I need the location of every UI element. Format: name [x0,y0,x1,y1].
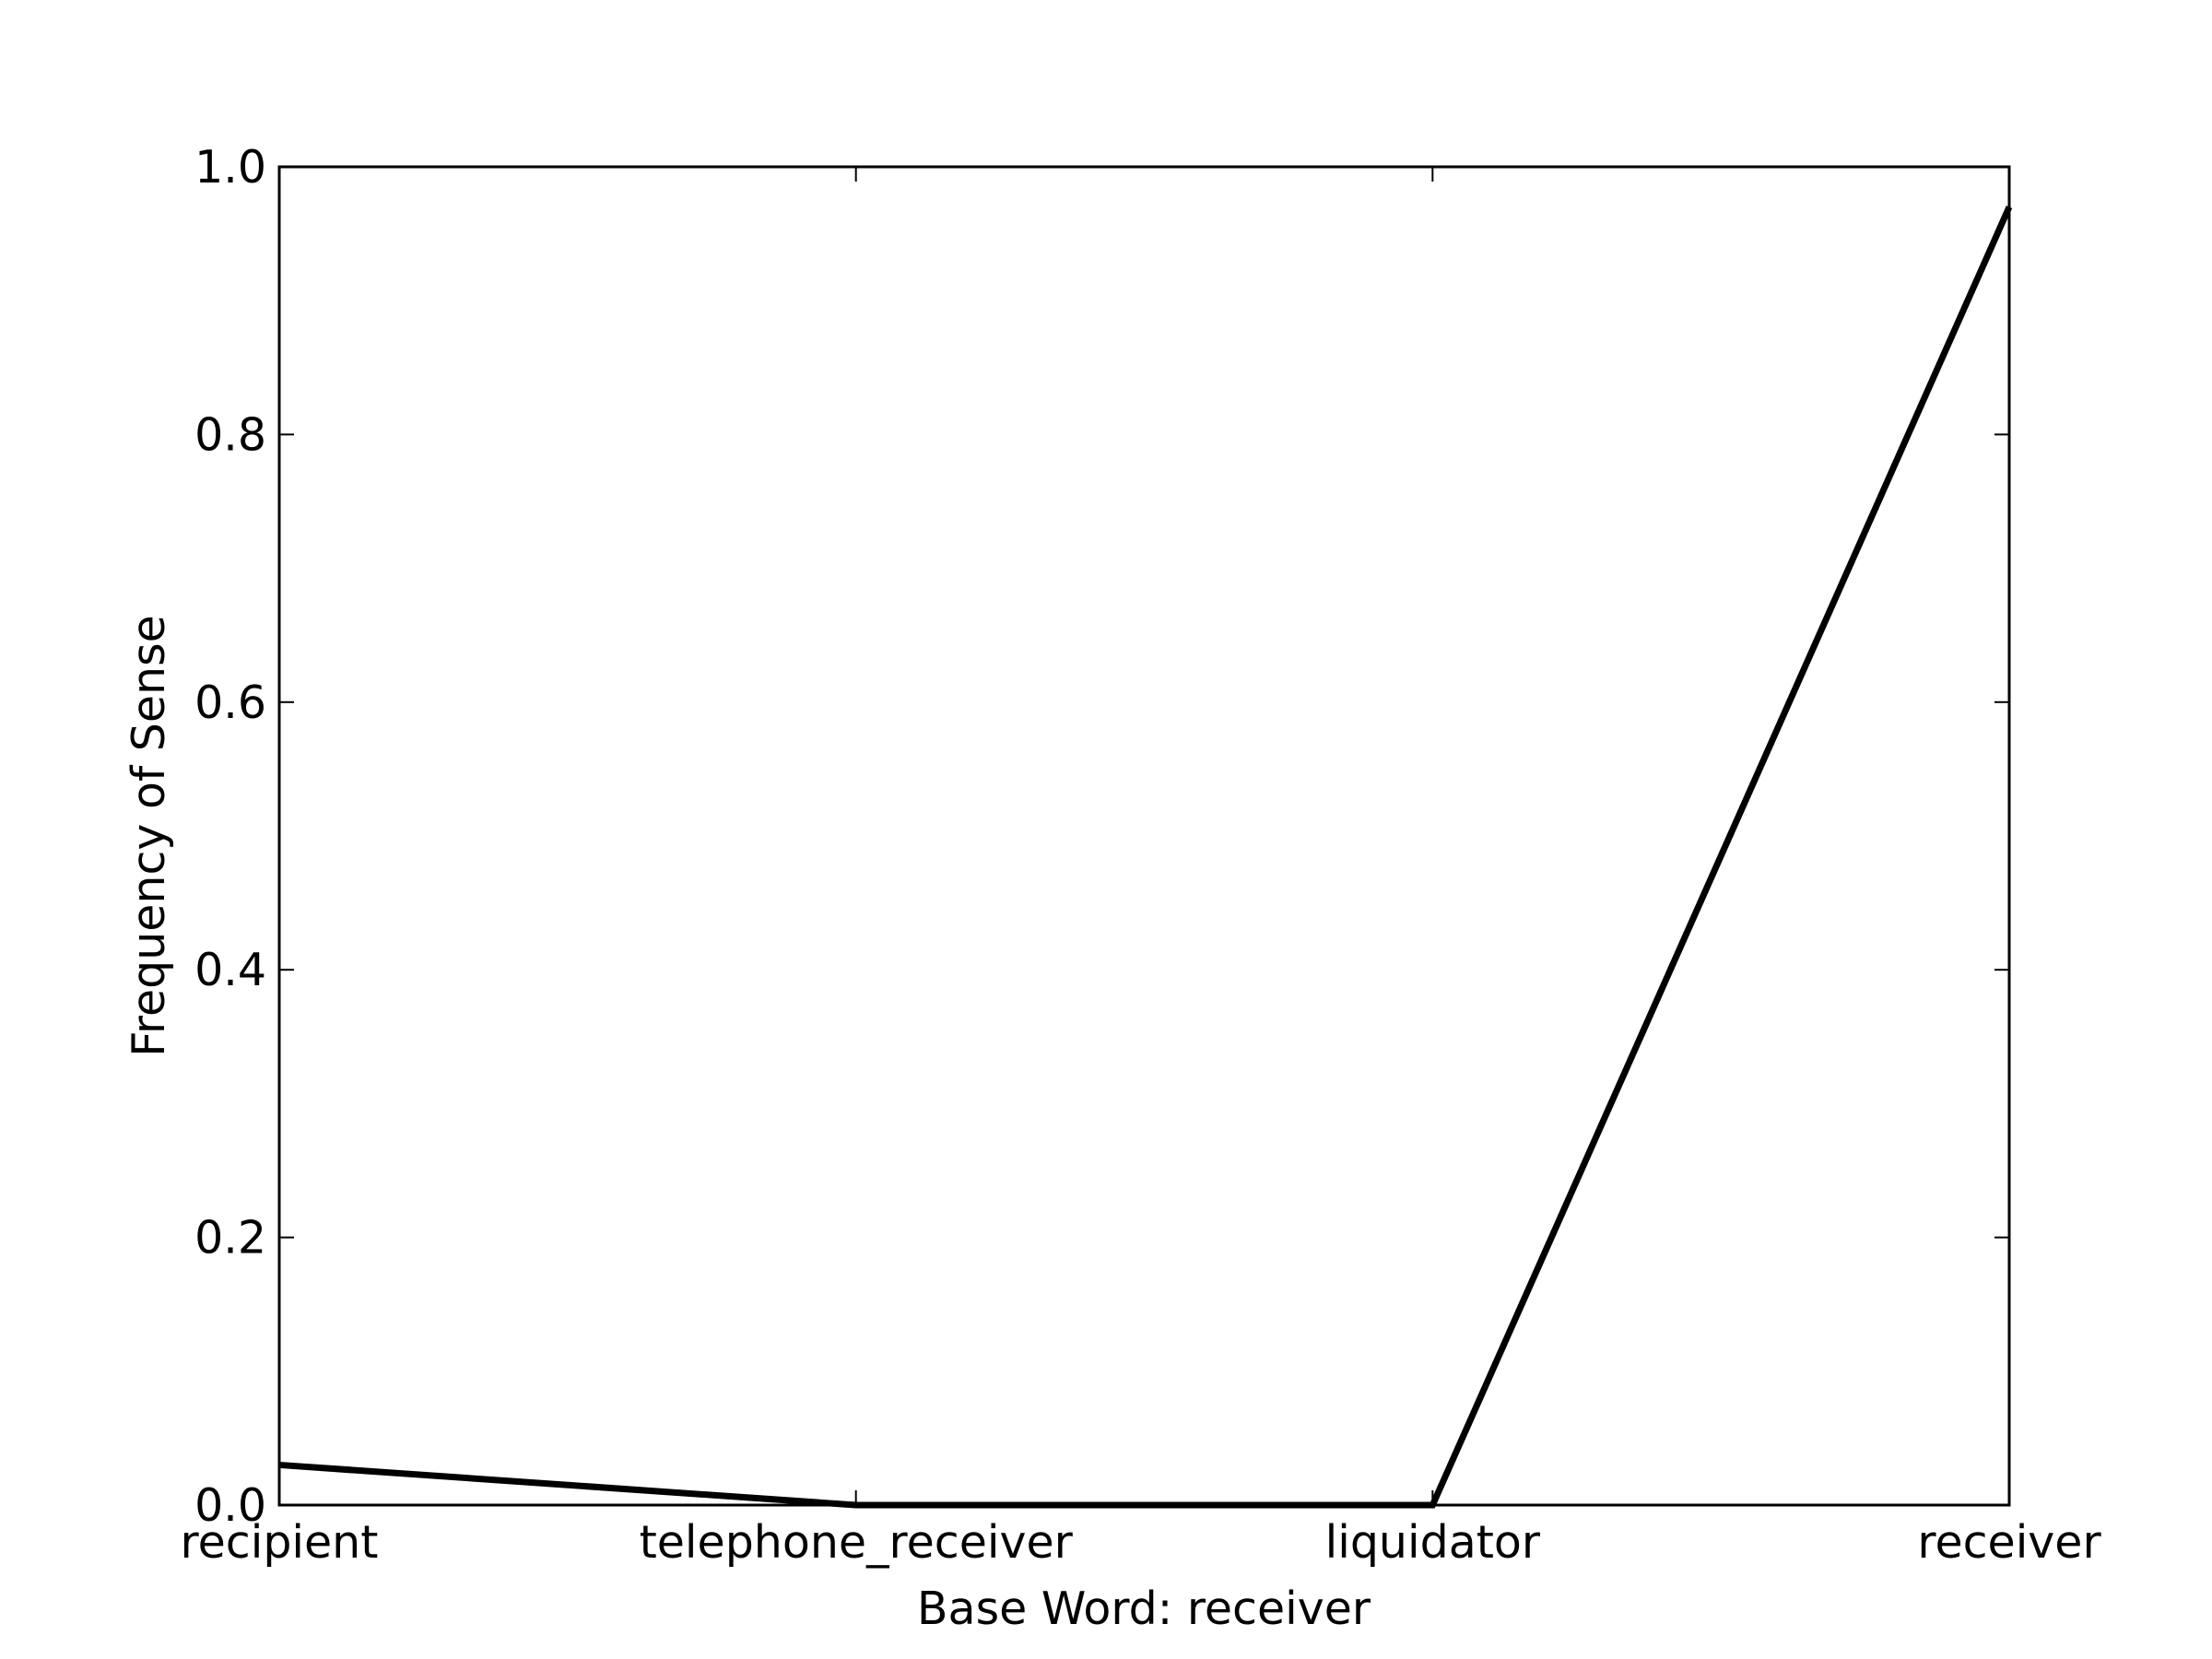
y-axis-label: Frequency of Sense [123,615,175,1057]
x-tick-label: telephone_receiver [640,1516,1074,1569]
x-tick-label: liquidator [1325,1516,1541,1569]
x-tick-label: receiver [1917,1516,2101,1569]
series-layer [278,206,2013,1509]
ticks-layer [278,166,2010,1506]
y-tick-label: 0.8 [194,408,266,461]
series-line [278,206,2013,1509]
labels-layer: 0.0 0.2 0.4 0.6 0.8 1.0 recipient telephone_rec… [181,141,2102,1569]
y-tick-label: 0.2 [194,1212,266,1265]
plot-frame [277,165,2011,1507]
y-tick-label: 0.6 [194,677,266,729]
y-tick-label: 1.0 [194,141,266,194]
x-axis-label: Base Word: receiver [917,1583,1371,1635]
y-tick-label: 0.0 [194,1479,266,1532]
y-tick-label: 0.4 [194,944,266,996]
x-tick-label: recipient [181,1516,379,1569]
